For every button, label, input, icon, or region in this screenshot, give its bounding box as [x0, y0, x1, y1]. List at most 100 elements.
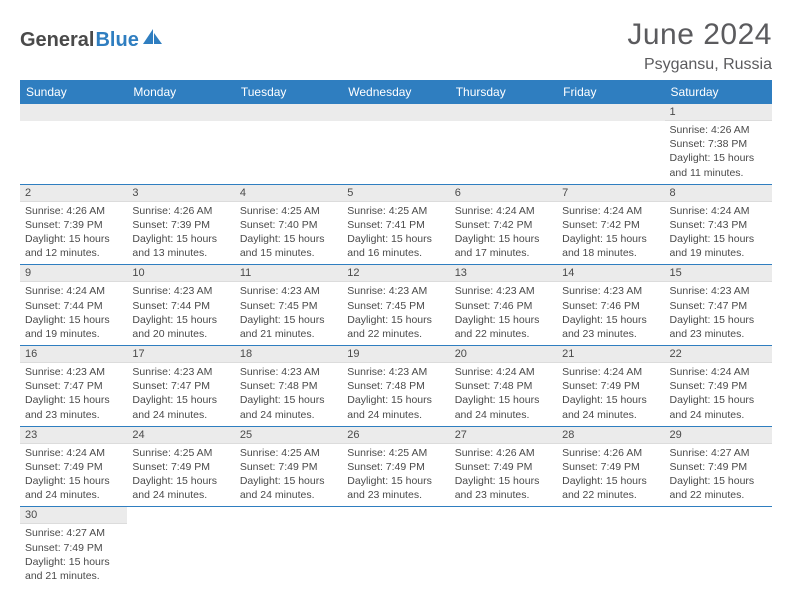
calendar-day-cell: 7Sunrise: 4:24 AMSunset: 7:42 PMDaylight…: [557, 184, 664, 265]
calendar-empty-cell: [20, 104, 127, 184]
calendar-empty-cell: [557, 507, 664, 587]
calendar-day-cell: 25Sunrise: 4:25 AMSunset: 7:49 PMDayligh…: [235, 426, 342, 507]
day-details: Sunrise: 4:27 AMSunset: 7:49 PMDaylight:…: [665, 444, 772, 507]
calendar-row: 16Sunrise: 4:23 AMSunset: 7:47 PMDayligh…: [20, 346, 772, 427]
day-details: Sunrise: 4:26 AMSunset: 7:38 PMDaylight:…: [665, 121, 772, 184]
calendar-body: 1Sunrise: 4:26 AMSunset: 7:38 PMDaylight…: [20, 104, 772, 587]
calendar-empty-cell: [342, 507, 449, 587]
day-details: Sunrise: 4:26 AMSunset: 7:39 PMDaylight:…: [20, 202, 127, 265]
day-details: Sunrise: 4:26 AMSunset: 7:39 PMDaylight:…: [127, 202, 234, 265]
day-number: 20: [450, 346, 557, 363]
day-details: Sunrise: 4:24 AMSunset: 7:49 PMDaylight:…: [557, 363, 664, 426]
calendar-day-cell: 12Sunrise: 4:23 AMSunset: 7:45 PMDayligh…: [342, 265, 449, 346]
day-details: Sunrise: 4:24 AMSunset: 7:42 PMDaylight:…: [450, 202, 557, 265]
day-details: Sunrise: 4:23 AMSunset: 7:45 PMDaylight:…: [342, 282, 449, 345]
day-details: Sunrise: 4:23 AMSunset: 7:47 PMDaylight:…: [665, 282, 772, 345]
day-details: Sunrise: 4:24 AMSunset: 7:49 PMDaylight:…: [665, 363, 772, 426]
calendar-day-cell: 8Sunrise: 4:24 AMSunset: 7:43 PMDaylight…: [665, 184, 772, 265]
day-details: Sunrise: 4:25 AMSunset: 7:40 PMDaylight:…: [235, 202, 342, 265]
day-number: 26: [342, 427, 449, 444]
calendar-day-cell: 29Sunrise: 4:27 AMSunset: 7:49 PMDayligh…: [665, 426, 772, 507]
calendar-row: 9Sunrise: 4:24 AMSunset: 7:44 PMDaylight…: [20, 265, 772, 346]
day-number: 8: [665, 185, 772, 202]
calendar-day-cell: 24Sunrise: 4:25 AMSunset: 7:49 PMDayligh…: [127, 426, 234, 507]
calendar-day-cell: 21Sunrise: 4:24 AMSunset: 7:49 PMDayligh…: [557, 346, 664, 427]
day-number: 5: [342, 185, 449, 202]
calendar-day-cell: 30Sunrise: 4:27 AMSunset: 7:49 PMDayligh…: [20, 507, 127, 587]
calendar-day-cell: 22Sunrise: 4:24 AMSunset: 7:49 PMDayligh…: [665, 346, 772, 427]
day-details: Sunrise: 4:25 AMSunset: 7:41 PMDaylight:…: [342, 202, 449, 265]
day-number: 2: [20, 185, 127, 202]
day-number: 29: [665, 427, 772, 444]
day-number: 28: [557, 427, 664, 444]
calendar-day-cell: 26Sunrise: 4:25 AMSunset: 7:49 PMDayligh…: [342, 426, 449, 507]
calendar-day-cell: 17Sunrise: 4:23 AMSunset: 7:47 PMDayligh…: [127, 346, 234, 427]
day-details: Sunrise: 4:23 AMSunset: 7:46 PMDaylight:…: [450, 282, 557, 345]
calendar-day-cell: 13Sunrise: 4:23 AMSunset: 7:46 PMDayligh…: [450, 265, 557, 346]
day-details: Sunrise: 4:24 AMSunset: 7:49 PMDaylight:…: [20, 444, 127, 507]
title-block: June 2024 Psygansu, Russia: [627, 18, 772, 74]
calendar-day-cell: 16Sunrise: 4:23 AMSunset: 7:47 PMDayligh…: [20, 346, 127, 427]
day-number: 3: [127, 185, 234, 202]
day-number: 9: [20, 265, 127, 282]
calendar-empty-cell: [235, 104, 342, 184]
calendar-header-cell: Saturday: [665, 80, 772, 104]
calendar-day-cell: 10Sunrise: 4:23 AMSunset: 7:44 PMDayligh…: [127, 265, 234, 346]
day-number: 7: [557, 185, 664, 202]
page-title: June 2024: [627, 18, 772, 52]
calendar-day-cell: 15Sunrise: 4:23 AMSunset: 7:47 PMDayligh…: [665, 265, 772, 346]
calendar-empty-cell: [450, 507, 557, 587]
calendar-header-cell: Wednesday: [342, 80, 449, 104]
day-number: 12: [342, 265, 449, 282]
calendar-day-cell: 2Sunrise: 4:26 AMSunset: 7:39 PMDaylight…: [20, 184, 127, 265]
logo-text-general: General: [20, 29, 94, 52]
day-details: Sunrise: 4:24 AMSunset: 7:42 PMDaylight:…: [557, 202, 664, 265]
calendar-day-cell: 23Sunrise: 4:24 AMSunset: 7:49 PMDayligh…: [20, 426, 127, 507]
calendar-header-row: SundayMondayTuesdayWednesdayThursdayFrid…: [20, 80, 772, 104]
calendar-row: 30Sunrise: 4:27 AMSunset: 7:49 PMDayligh…: [20, 507, 772, 587]
calendar-day-cell: 6Sunrise: 4:24 AMSunset: 7:42 PMDaylight…: [450, 184, 557, 265]
location-subtitle: Psygansu, Russia: [627, 56, 772, 74]
calendar-day-cell: 5Sunrise: 4:25 AMSunset: 7:41 PMDaylight…: [342, 184, 449, 265]
day-details: Sunrise: 4:23 AMSunset: 7:48 PMDaylight:…: [235, 363, 342, 426]
day-number: 6: [450, 185, 557, 202]
calendar-day-cell: 4Sunrise: 4:25 AMSunset: 7:40 PMDaylight…: [235, 184, 342, 265]
day-number: 27: [450, 427, 557, 444]
calendar-header-cell: Tuesday: [235, 80, 342, 104]
day-details: Sunrise: 4:23 AMSunset: 7:45 PMDaylight:…: [235, 282, 342, 345]
calendar-empty-cell: [235, 507, 342, 587]
day-details: Sunrise: 4:25 AMSunset: 7:49 PMDaylight:…: [342, 444, 449, 507]
day-details: Sunrise: 4:24 AMSunset: 7:48 PMDaylight:…: [450, 363, 557, 426]
day-number: 23: [20, 427, 127, 444]
calendar-empty-cell: [557, 104, 664, 184]
day-details: Sunrise: 4:23 AMSunset: 7:48 PMDaylight:…: [342, 363, 449, 426]
day-number: 24: [127, 427, 234, 444]
calendar-empty-cell: [127, 507, 234, 587]
calendar-day-cell: 14Sunrise: 4:23 AMSunset: 7:46 PMDayligh…: [557, 265, 664, 346]
day-number: 13: [450, 265, 557, 282]
day-details: Sunrise: 4:27 AMSunset: 7:49 PMDaylight:…: [20, 524, 127, 587]
day-details: Sunrise: 4:23 AMSunset: 7:47 PMDaylight:…: [127, 363, 234, 426]
day-number: 30: [20, 507, 127, 524]
day-number: 19: [342, 346, 449, 363]
calendar-empty-cell: [665, 507, 772, 587]
day-details: Sunrise: 4:24 AMSunset: 7:44 PMDaylight:…: [20, 282, 127, 345]
calendar-empty-cell: [342, 104, 449, 184]
calendar-empty-cell: [127, 104, 234, 184]
day-details: Sunrise: 4:25 AMSunset: 7:49 PMDaylight:…: [127, 444, 234, 507]
day-number: 11: [235, 265, 342, 282]
day-number: 15: [665, 265, 772, 282]
day-details: Sunrise: 4:26 AMSunset: 7:49 PMDaylight:…: [450, 444, 557, 507]
day-number: 4: [235, 185, 342, 202]
calendar-day-cell: 1Sunrise: 4:26 AMSunset: 7:38 PMDaylight…: [665, 104, 772, 184]
logo-sail-icon: [142, 28, 164, 52]
day-details: Sunrise: 4:23 AMSunset: 7:47 PMDaylight:…: [20, 363, 127, 426]
calendar-day-cell: 19Sunrise: 4:23 AMSunset: 7:48 PMDayligh…: [342, 346, 449, 427]
logo-text-blue: Blue: [95, 29, 138, 52]
day-number: 18: [235, 346, 342, 363]
day-number: 14: [557, 265, 664, 282]
day-details: Sunrise: 4:23 AMSunset: 7:46 PMDaylight:…: [557, 282, 664, 345]
calendar-row: 23Sunrise: 4:24 AMSunset: 7:49 PMDayligh…: [20, 426, 772, 507]
calendar-day-cell: 20Sunrise: 4:24 AMSunset: 7:48 PMDayligh…: [450, 346, 557, 427]
day-number: 22: [665, 346, 772, 363]
